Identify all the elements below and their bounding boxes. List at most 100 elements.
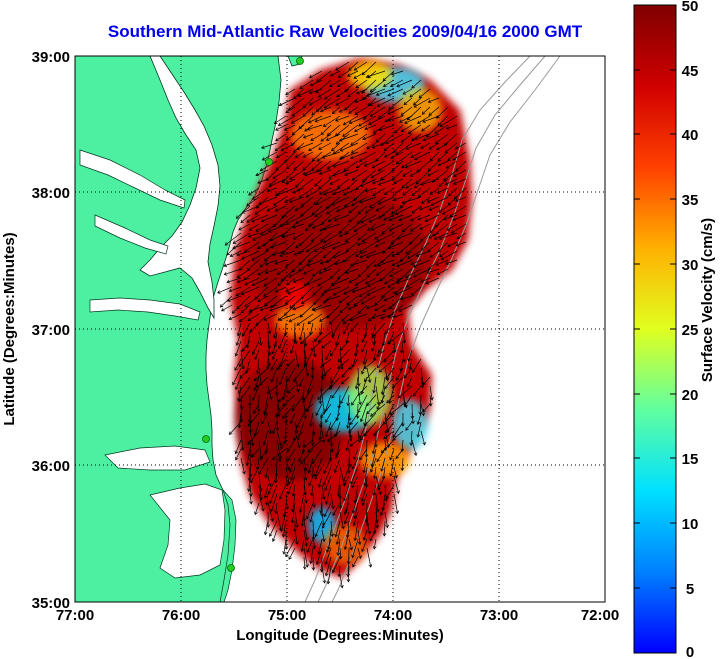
velocity-vector	[393, 286, 404, 295]
velocity-vector-head	[411, 192, 416, 197]
velocity-vector-head	[377, 168, 382, 172]
velocity-vector	[289, 196, 305, 203]
velocity-vector	[347, 88, 359, 97]
velocity-vector	[303, 529, 307, 547]
velocity-vector	[266, 169, 278, 181]
velocity-vector	[259, 259, 269, 268]
velocity-vector-head	[306, 127, 311, 131]
velocity-vector	[298, 259, 314, 272]
velocity-vector-head	[387, 93, 392, 97]
velocity-vector-head	[291, 268, 296, 273]
velocity-vector	[366, 286, 386, 296]
velocity-vector	[419, 394, 422, 415]
velocity-vector-head	[335, 118, 339, 122]
velocity-vector-head	[267, 330, 272, 335]
velocity-vector-head	[377, 182, 382, 186]
velocity-vector	[285, 493, 288, 510]
velocity-vector	[294, 529, 298, 545]
velocity-vector	[252, 340, 260, 355]
velocity-vector-head	[363, 365, 368, 370]
velocity-vector	[366, 520, 371, 534]
velocity-vector	[393, 196, 404, 201]
velocity-vector-head	[305, 194, 310, 198]
velocity-vector-head	[281, 533, 286, 538]
velocity-vector-head	[310, 442, 315, 447]
velocity-vector	[264, 295, 278, 306]
velocity-vector-head	[270, 379, 274, 383]
velocity-vector	[421, 124, 431, 132]
velocity-vector-head	[349, 443, 354, 447]
velocity-vector-head	[284, 264, 289, 268]
velocity-vector-head	[411, 420, 415, 425]
velocity-vector	[385, 367, 395, 380]
velocity-vector	[417, 214, 431, 221]
velocity-vector-head	[413, 264, 417, 268]
velocity-vector-head	[353, 67, 358, 71]
velocity-vector-head	[312, 273, 316, 277]
velocity-vector	[351, 196, 368, 206]
velocity-vector	[426, 124, 440, 138]
velocity-vector	[255, 376, 260, 388]
velocity-vector	[263, 277, 278, 287]
velocity-vector	[371, 322, 386, 339]
velocity-vector-head	[357, 273, 362, 278]
velocity-vector-head	[323, 191, 327, 196]
velocity-vector	[274, 259, 287, 264]
velocity-vector-head	[380, 315, 384, 320]
velocity-vector	[280, 268, 296, 282]
velocity-vector	[429, 187, 440, 195]
velocity-vector	[396, 268, 413, 282]
velocity-vector	[393, 178, 404, 184]
velocity-vector	[237, 277, 251, 283]
velocity-vector-head	[436, 115, 440, 119]
velocity-vector-head	[314, 338, 318, 342]
velocity-vector	[233, 232, 251, 244]
velocity-vector	[382, 70, 395, 81]
velocity-vector-head	[278, 442, 283, 447]
velocity-vector-head	[291, 493, 296, 497]
velocity-vector	[265, 268, 278, 274]
velocity-vector	[380, 313, 395, 319]
y-tick-labels: 39:00 38:00 37:00 36:00 35:00	[32, 49, 70, 612]
velocity-vector	[323, 232, 341, 244]
velocity-vector-head	[335, 417, 340, 422]
velocity-vector-head	[221, 308, 225, 312]
velocity-vector	[267, 340, 271, 356]
velocity-vector-head	[282, 551, 286, 555]
velocity-vector-head	[238, 390, 242, 394]
velocity-vector-head	[415, 181, 420, 185]
velocity-vector-head	[288, 318, 293, 323]
velocity-vector-head	[317, 551, 322, 555]
velocity-vector	[402, 169, 413, 177]
velocity-vector	[404, 115, 422, 124]
velocity-vector-head	[264, 474, 268, 479]
velocity-vector-head	[237, 424, 242, 429]
velocity-vector-head	[376, 458, 380, 463]
velocity-vector	[364, 124, 377, 130]
velocity-vector	[376, 448, 386, 462]
velocity-vector	[332, 169, 350, 176]
velocity-vector-head	[315, 201, 320, 206]
velocity-vector-head	[287, 481, 291, 485]
velocity-vector	[292, 484, 296, 497]
velocity-vector	[298, 448, 305, 462]
velocity-vector-head	[395, 510, 400, 515]
velocity-vector	[380, 169, 395, 180]
velocity-vector	[411, 205, 422, 214]
velocity-vector-head	[296, 363, 300, 368]
velocity-vector-head	[425, 280, 430, 285]
velocity-vector-head	[308, 90, 313, 95]
velocity-vector	[239, 259, 251, 271]
velocity-vector	[393, 466, 397, 479]
velocity-vector-head	[235, 215, 240, 219]
velocity-vector	[321, 430, 325, 443]
velocity-vector	[291, 394, 305, 412]
velocity-vector	[383, 349, 395, 362]
velocity-vector-head	[312, 504, 316, 508]
velocity-vector-head	[241, 366, 245, 370]
velocity-vector-head	[320, 414, 324, 419]
velocity-vector-head	[276, 154, 280, 159]
velocity-vector	[348, 214, 359, 223]
velocity-vector	[415, 169, 431, 185]
velocity-vector	[267, 322, 271, 334]
